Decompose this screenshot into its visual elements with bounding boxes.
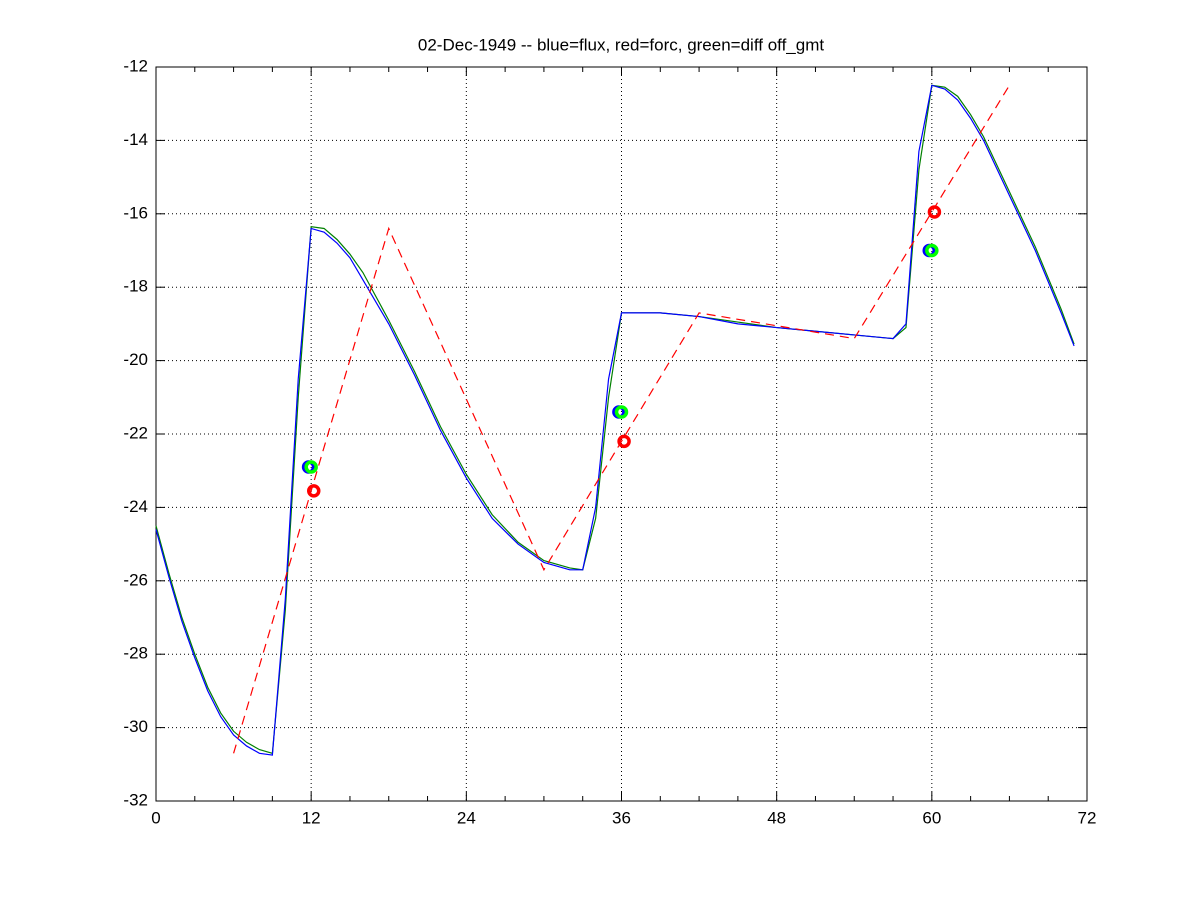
- x-tick-label: 0: [151, 808, 160, 827]
- x-tick-label: 12: [302, 808, 321, 827]
- plot-frame: [155, 66, 1088, 802]
- series-marker: [304, 460, 318, 474]
- y-tick-label: -32: [123, 790, 148, 809]
- y-tick-label: -16: [123, 203, 148, 222]
- series-marker: [617, 434, 631, 449]
- y-tick-label: -14: [123, 130, 148, 149]
- y-tick-label: -26: [123, 570, 148, 589]
- x-tick-label: 72: [1078, 808, 1097, 827]
- x-tick-label: 48: [767, 808, 786, 827]
- series-marker: [927, 205, 942, 219]
- y-tick-label: -22: [123, 423, 148, 442]
- y-tick-label: -18: [123, 277, 148, 296]
- series-marker: [614, 405, 629, 419]
- y-tick-label: -30: [123, 717, 148, 736]
- y-tick-label: -24: [123, 497, 148, 516]
- x-tick-label: 60: [922, 808, 941, 827]
- series-marker: [307, 484, 321, 498]
- series-line: [233, 85, 1010, 754]
- chart-title: 02-Dec-1949 -- blue=flux, red=forc, gree…: [418, 35, 824, 54]
- y-tick-label: -28: [123, 644, 148, 663]
- series-marker: [925, 243, 939, 258]
- x-tick-label: 36: [612, 808, 631, 827]
- y-tick-label: -12: [123, 56, 148, 75]
- series-line: [155, 84, 1075, 756]
- y-tick-label: -20: [123, 350, 148, 369]
- x-tick-label: 24: [457, 808, 476, 827]
